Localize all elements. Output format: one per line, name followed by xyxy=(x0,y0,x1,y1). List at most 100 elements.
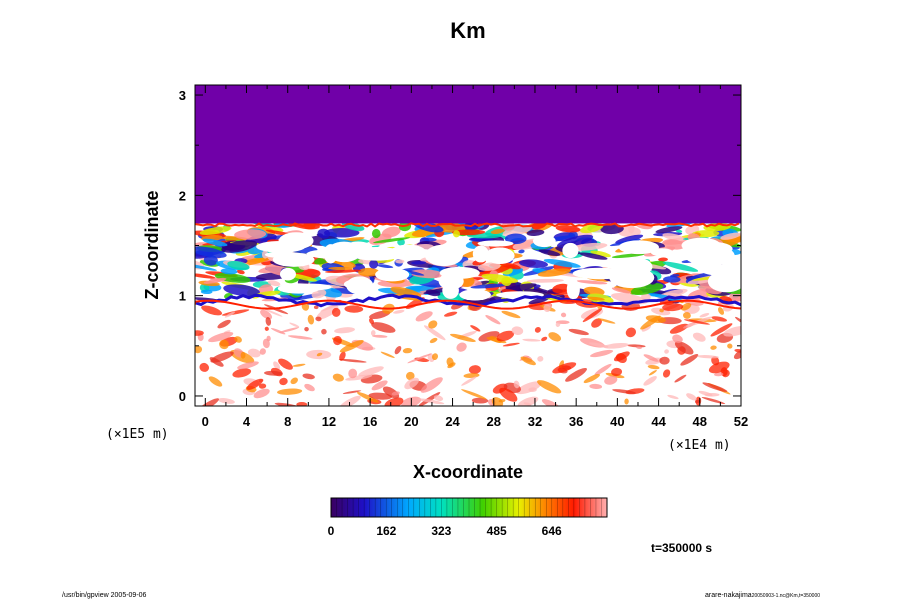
lower-streak xyxy=(543,304,551,313)
y-multiplier: (×1E5 m) xyxy=(106,427,169,442)
lower-streak xyxy=(405,371,415,381)
lower-streak xyxy=(680,302,692,311)
turbulence-blob xyxy=(579,252,608,260)
lower-streak xyxy=(648,369,657,376)
footer-right-main: arare-nakajima xyxy=(705,592,752,599)
x-tick-label: 52 xyxy=(734,414,748,429)
turbulence-gap xyxy=(375,267,410,282)
lower-streak xyxy=(669,323,689,334)
turbulence-blob xyxy=(373,237,411,244)
turbulence-blob xyxy=(195,246,227,258)
lower-layer-contours xyxy=(195,296,741,406)
lower-streak xyxy=(210,351,234,363)
lower-streak xyxy=(393,309,405,314)
lower-streak xyxy=(428,320,438,329)
turbulence-blob xyxy=(411,260,427,265)
turbulence-gap xyxy=(323,244,338,264)
lower-streak xyxy=(643,354,659,362)
x-tick-label: 0 xyxy=(202,414,209,429)
lower-streak xyxy=(219,339,229,350)
turbulence-blob xyxy=(611,253,645,259)
turbulence-blob xyxy=(317,228,331,239)
lower-streak xyxy=(461,376,477,386)
lower-streak xyxy=(232,368,252,378)
turbulence-gap xyxy=(609,267,655,289)
turbulence-blob xyxy=(220,268,238,275)
turbulence-blob xyxy=(628,223,635,234)
lower-streak xyxy=(636,346,642,350)
turbulence-blob xyxy=(323,228,360,238)
turbulence-blob xyxy=(221,240,258,253)
turbulence-gap xyxy=(424,244,463,267)
x-tick-label: 24 xyxy=(445,414,460,429)
lower-streak xyxy=(270,327,286,335)
turbulence-blob xyxy=(200,289,213,295)
lower-streak xyxy=(240,351,246,359)
turbulence-blob xyxy=(358,267,380,277)
lower-streak xyxy=(461,389,487,400)
lower-streak xyxy=(258,383,267,389)
turbulence-blob xyxy=(460,276,475,288)
lower-streak xyxy=(290,377,298,385)
lower-streak xyxy=(528,387,537,393)
colorbar-tick-label: 646 xyxy=(542,524,562,538)
lower-streak xyxy=(279,377,288,386)
turbulence-blob xyxy=(395,259,405,264)
colorbar-tick-label: 485 xyxy=(487,524,507,538)
lower-streak xyxy=(407,353,432,364)
lower-streak xyxy=(402,347,413,354)
lower-streak xyxy=(334,327,355,334)
lower-streak xyxy=(371,322,396,333)
turbulence-blob xyxy=(502,224,532,237)
lower-streak xyxy=(672,334,683,344)
lower-streak xyxy=(496,330,515,342)
turbulent-layer-contours xyxy=(195,218,741,310)
lower-streak xyxy=(604,375,618,385)
lower-streak xyxy=(279,327,300,333)
turbulence-blob xyxy=(662,261,699,272)
lower-streak xyxy=(727,343,733,349)
lower-streak xyxy=(224,311,236,318)
y-tick-label: 1 xyxy=(179,289,186,304)
lower-streak xyxy=(612,389,636,394)
turbulence-blob xyxy=(537,268,571,277)
x-tick-label: 12 xyxy=(322,414,336,429)
lower-streak xyxy=(502,342,520,347)
lower-streak xyxy=(583,373,601,384)
lower-streak xyxy=(278,358,293,370)
turbulence-blob xyxy=(422,237,437,242)
turbulence-blob xyxy=(543,259,581,268)
lower-streak xyxy=(714,372,724,377)
lower-streak xyxy=(582,308,603,323)
lower-streak xyxy=(662,369,671,378)
time-label: t=350000 s xyxy=(651,541,712,555)
lower-streak xyxy=(710,345,717,350)
lower-streak xyxy=(708,361,730,374)
lower-streak xyxy=(589,342,609,348)
lower-streak xyxy=(289,322,300,328)
footer-right: arare-nakajima20050903-1.nc@Km,t=350000 xyxy=(705,592,820,599)
lower-streak xyxy=(594,363,612,376)
lower-streak xyxy=(516,381,542,395)
lower-streak xyxy=(611,367,623,377)
lower-streak xyxy=(537,380,562,394)
turbulence-gap xyxy=(256,240,306,253)
colorbar-tick-label: 323 xyxy=(431,524,451,538)
x-tick-label: 32 xyxy=(528,414,542,429)
lower-streak xyxy=(199,362,210,372)
turbulence-blob xyxy=(587,296,605,301)
lower-streak xyxy=(208,331,234,343)
turbulence-gap xyxy=(532,234,556,248)
x-axis-label: X-coordinate xyxy=(413,462,523,482)
lower-streak xyxy=(348,368,358,379)
turbulence-blob xyxy=(498,261,521,270)
turbulence-gap xyxy=(477,240,514,247)
lower-streak xyxy=(659,308,664,313)
turbulence-blob xyxy=(720,232,741,240)
lower-streak xyxy=(423,325,446,341)
lower-streak xyxy=(537,356,544,362)
turbulence-blob xyxy=(570,242,608,251)
y-axis-ticks: 0 1 2 3 xyxy=(179,88,741,404)
lower-streak xyxy=(456,342,467,352)
lower-streak xyxy=(711,316,727,322)
